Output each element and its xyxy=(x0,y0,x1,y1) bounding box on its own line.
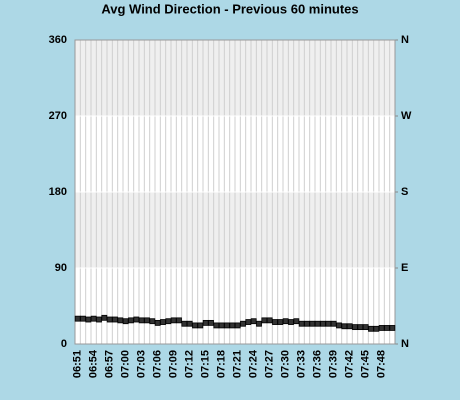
x-tick-label: 07:21 xyxy=(232,350,244,378)
point xyxy=(90,315,97,322)
x-tick-label: 07:27 xyxy=(264,350,276,378)
point xyxy=(80,315,86,322)
point xyxy=(138,317,145,324)
point xyxy=(357,324,364,331)
point xyxy=(160,319,166,325)
x-tick-label: 07:00 xyxy=(120,350,132,378)
x-tick-label: 07:12 xyxy=(184,350,196,378)
y-tick-label: 270 xyxy=(49,110,67,122)
x-tick-label: 07:42 xyxy=(344,350,356,378)
point xyxy=(112,316,118,323)
point xyxy=(298,320,305,327)
point xyxy=(256,320,262,327)
x-tick-label: 07:09 xyxy=(168,350,180,378)
y-tick-label: 180 xyxy=(49,186,67,198)
point xyxy=(272,319,278,325)
x-tick-label: 07:45 xyxy=(360,350,372,378)
y2-tick-label: S xyxy=(401,186,408,198)
point xyxy=(373,325,380,332)
point xyxy=(122,318,129,325)
point xyxy=(330,320,337,327)
point xyxy=(352,324,358,331)
point xyxy=(202,319,209,326)
y-tick-label: 90 xyxy=(55,262,67,274)
x-tick-label: 07:24 xyxy=(248,349,260,378)
x-tick-label: 07:30 xyxy=(280,350,292,378)
y2-tick-label: W xyxy=(401,110,412,122)
plot-border xyxy=(74,39,396,345)
x-tick-label: 07:36 xyxy=(312,350,324,378)
point xyxy=(245,319,252,325)
point xyxy=(346,323,353,330)
point xyxy=(362,324,369,331)
point xyxy=(325,320,332,327)
point xyxy=(336,322,342,329)
point xyxy=(320,320,326,327)
point xyxy=(389,325,396,331)
chart-title: Avg Wind Direction - Previous 60 minutes xyxy=(101,1,358,16)
x-tick-label: 06:57 xyxy=(104,350,116,378)
point xyxy=(176,317,182,324)
point xyxy=(304,320,310,327)
y2-tick-label: E xyxy=(401,262,408,274)
point xyxy=(186,320,193,327)
point xyxy=(170,317,177,324)
point xyxy=(250,318,257,325)
x-tick-label: 07:18 xyxy=(216,350,228,378)
point xyxy=(282,318,289,325)
point xyxy=(144,317,150,324)
point xyxy=(309,320,316,327)
point xyxy=(154,319,161,326)
point xyxy=(117,317,124,324)
x-tick-label: 07:15 xyxy=(200,350,212,378)
point xyxy=(133,316,140,323)
point xyxy=(384,325,390,331)
point xyxy=(341,323,348,330)
x-tick-label: 06:51 xyxy=(72,350,84,378)
y-tick-label: 360 xyxy=(49,34,67,46)
y-tick-label: 0 xyxy=(61,338,67,350)
point xyxy=(240,320,246,327)
point xyxy=(266,317,273,324)
point xyxy=(208,319,214,326)
point xyxy=(106,316,113,323)
point xyxy=(181,320,188,327)
point xyxy=(293,318,300,325)
point xyxy=(261,317,268,324)
y2-tick-label: N xyxy=(401,338,409,350)
point xyxy=(288,319,294,325)
point xyxy=(213,322,220,329)
point xyxy=(197,322,204,329)
x-tick-label: 07:03 xyxy=(136,350,148,378)
x-tick-label: 07:48 xyxy=(376,350,388,378)
point xyxy=(101,314,108,321)
point xyxy=(218,322,225,329)
point xyxy=(234,322,241,329)
point xyxy=(128,317,134,324)
point xyxy=(85,316,92,323)
point xyxy=(229,322,236,329)
point xyxy=(74,315,81,322)
point xyxy=(277,319,284,325)
point xyxy=(368,325,374,332)
point xyxy=(314,320,321,327)
x-tick-label: 06:54 xyxy=(88,349,100,378)
point xyxy=(165,318,172,325)
y2-tick-label: N xyxy=(401,34,409,46)
x-tick-label: 07:06 xyxy=(152,350,164,378)
point xyxy=(96,316,102,323)
point xyxy=(224,322,230,329)
point xyxy=(192,322,198,329)
point xyxy=(378,325,385,331)
x-tick-label: 07:33 xyxy=(296,350,308,378)
point xyxy=(149,318,156,325)
x-tick-label: 07:39 xyxy=(328,350,340,378)
